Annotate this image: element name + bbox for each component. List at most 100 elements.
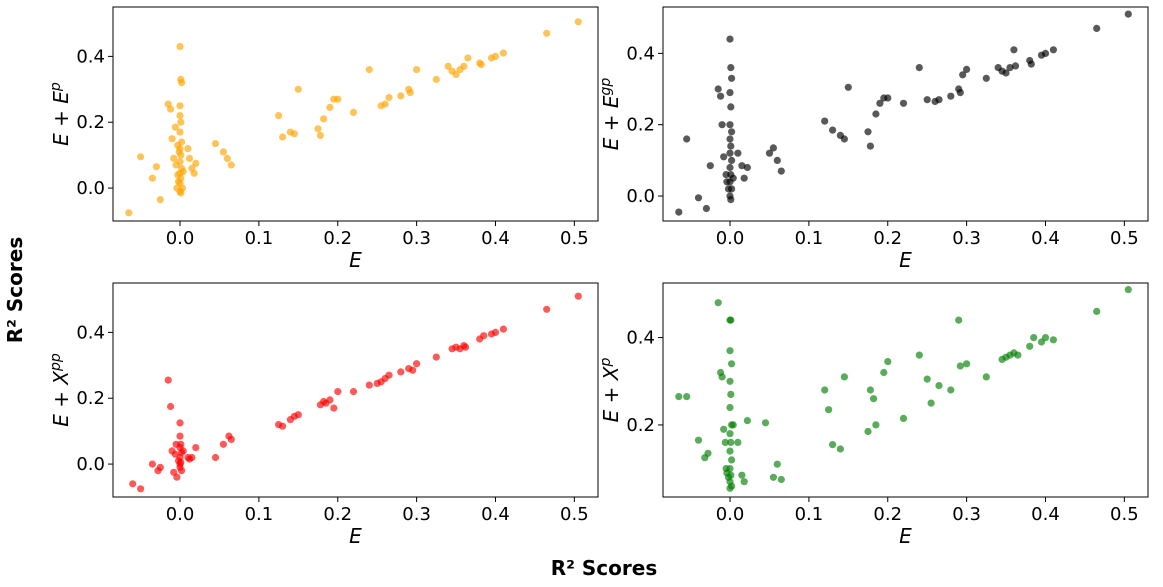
- y-tick-label: 0.0: [76, 178, 105, 199]
- scatter-point: [726, 149, 734, 157]
- scatter-point: [1124, 10, 1132, 18]
- scatter-point: [956, 362, 964, 370]
- y-tick-label: 0.0: [626, 186, 655, 207]
- scatter-point: [915, 64, 923, 72]
- scatter-point: [365, 66, 373, 74]
- x-tick-label: 0.0: [716, 228, 745, 249]
- scatter-point: [1041, 334, 1050, 342]
- scatter-point: [840, 373, 849, 381]
- y-tick-label: 0.2: [626, 415, 655, 436]
- scatter-point: [728, 74, 736, 82]
- x-tick-label: 0.0: [166, 504, 195, 525]
- scatter-point: [740, 174, 748, 182]
- scatter-point: [743, 417, 752, 425]
- scatter-point: [480, 332, 488, 340]
- scatter-point: [718, 121, 726, 129]
- scatter-point: [174, 141, 182, 149]
- scatter-point: [740, 478, 748, 486]
- scatter-point: [177, 189, 185, 197]
- x-tick-label: 0.3: [402, 504, 431, 525]
- scatter-point: [499, 49, 507, 57]
- scatter-point: [177, 118, 185, 126]
- scatter-point: [173, 473, 181, 481]
- scatter-point: [720, 425, 728, 433]
- scatter-point: [728, 456, 736, 464]
- scatter-point: [219, 148, 227, 156]
- scatter-point: [334, 388, 342, 396]
- scatter-point: [726, 430, 734, 438]
- panel-e-plus-ep: 0.0 0.1 0.2 0.3 0.4 0.5 0.0 0.2 0.4 E E + Ep: [48, 6, 599, 272]
- x-tick-label: 0.5: [560, 228, 589, 249]
- scatter-point: [927, 399, 935, 407]
- scatter-point: [290, 130, 298, 138]
- scatter-point: [884, 358, 892, 366]
- scatter-point: [726, 347, 734, 355]
- scatter-point: [326, 396, 334, 404]
- scatter-point: [294, 85, 302, 93]
- x-axis-label: E: [349, 248, 362, 272]
- scatter-point: [982, 373, 990, 381]
- scatter-point: [184, 145, 192, 153]
- scatter-point: [729, 174, 737, 182]
- scatter-point: [734, 149, 742, 157]
- scatter-point: [156, 463, 164, 471]
- scatter-points: [125, 18, 582, 217]
- scatter-point: [330, 404, 338, 412]
- scatter-point: [726, 35, 734, 43]
- scatter-point: [738, 471, 746, 479]
- scatter-point: [460, 62, 468, 70]
- x-tick-label: 0.4: [481, 228, 510, 249]
- scatter-point: [714, 85, 722, 93]
- scatter-point: [728, 185, 736, 193]
- scatter-point: [543, 29, 551, 37]
- scatter-point: [729, 421, 737, 429]
- scatter-point: [935, 96, 943, 104]
- scatter-point: [279, 422, 287, 430]
- scatter-point: [178, 79, 186, 87]
- scatter-point: [176, 128, 184, 136]
- scatter-point: [769, 473, 778, 481]
- y-axis-label: E + Xpp: [48, 353, 73, 427]
- panel-e-plus-egp: 0.0 0.1 0.2 0.3 0.4 0.5 0.0 0.2 0.4 E E + Egp: [598, 6, 1149, 272]
- scatter-point: [223, 154, 231, 162]
- scatter-point: [864, 128, 872, 136]
- scatter-point: [777, 167, 785, 175]
- scatter-point: [694, 436, 703, 444]
- x-axis-label: E: [349, 524, 362, 548]
- scatter-point: [872, 110, 880, 118]
- x-tick-label: 0.1: [795, 504, 824, 525]
- scatter-point: [683, 135, 691, 143]
- scatter-point: [727, 438, 735, 446]
- scatter-point: [1049, 336, 1057, 344]
- scatter-point: [721, 438, 729, 446]
- scatter-point: [726, 403, 734, 412]
- x-tick-label: 0.3: [952, 504, 981, 525]
- y-axis-label-base: E + X: [49, 370, 73, 427]
- scatter-points: [675, 286, 1132, 492]
- scatter-point: [334, 95, 342, 103]
- scatter-point: [192, 159, 200, 167]
- shared-xlabel: R² Scores: [551, 556, 657, 580]
- scatter-point: [726, 135, 734, 143]
- y-tick-label: 0.2: [76, 112, 105, 133]
- scatter-point: [727, 103, 735, 111]
- scatter-point: [683, 393, 691, 401]
- scatter-point: [727, 316, 735, 324]
- scatter-point: [727, 471, 735, 479]
- scatter-point: [227, 435, 235, 443]
- scatter-point: [219, 440, 227, 448]
- scatter-point: [923, 96, 931, 104]
- scatter-point: [844, 83, 852, 91]
- scatter-point: [409, 366, 417, 374]
- x-tick-label: 0.0: [166, 228, 195, 249]
- y-axis-label-base: E + X: [599, 365, 623, 422]
- scatter-point: [171, 123, 179, 131]
- scatter-point: [164, 376, 172, 384]
- scatter-point: [397, 92, 405, 100]
- scatter-point: [727, 64, 735, 72]
- panel-e-plus-xp: 0.0 0.1 0.2 0.3 0.4 0.5 0.2 0.4 E E + Xp: [598, 282, 1149, 548]
- x-tick-label: 0.3: [952, 228, 981, 249]
- scatter-point: [702, 204, 711, 213]
- scatter-point: [477, 61, 485, 69]
- scatter-point: [349, 108, 358, 116]
